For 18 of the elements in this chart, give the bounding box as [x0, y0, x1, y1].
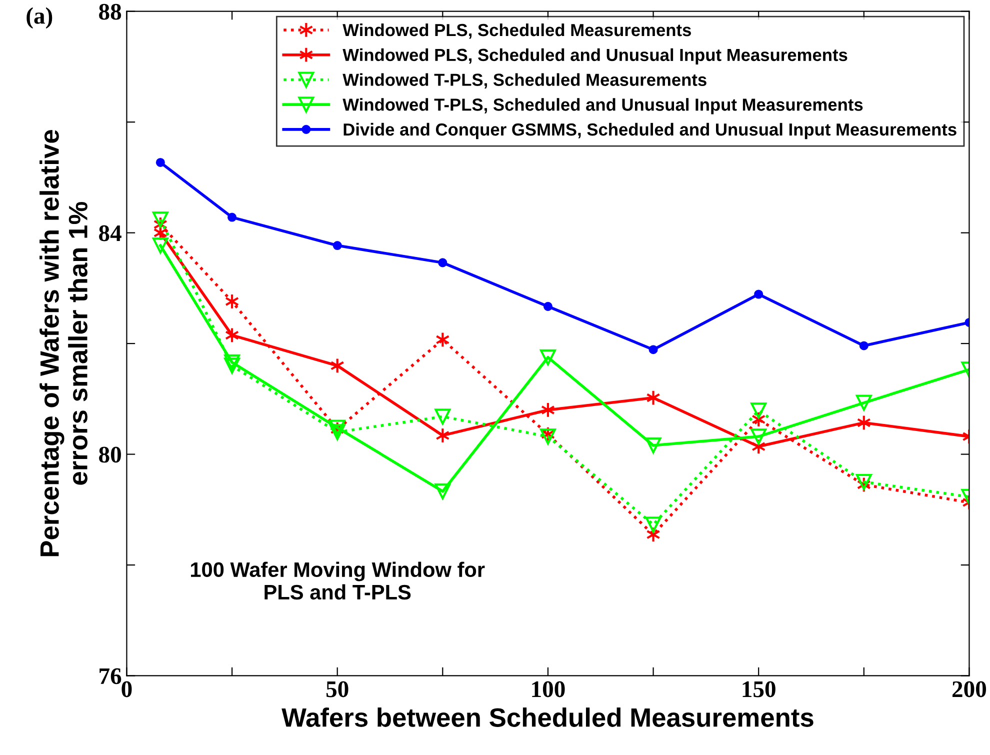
legend-label: Windowed T-PLS, Scheduled and Unusual Input Measurements: [342, 98, 863, 114]
legend-label: Divide and Conquer GSMMS, Scheduled and Unusual Input Measurements: [344, 122, 956, 140]
annotation: 100 Wafer Moving Window for PLS and T-PLS: [190, 562, 485, 600]
x-tick-label: 150: [742, 681, 776, 698]
y-tick-label: 80: [99, 446, 121, 463]
x-tick-label: 200: [952, 681, 986, 698]
x-axis-title: Wafers between Scheduled Measurements: [282, 708, 814, 727]
y-axis-title: Percentage of Wafers with relative errors smaller than 1%: [40, 130, 88, 556]
x-tick-label: 0: [122, 681, 132, 698]
y-tick-label: 88: [99, 4, 122, 20]
y-tick-label: 84: [99, 225, 122, 242]
x-tick-label: 100: [532, 681, 565, 698]
legend-label: Windowed PLS, Scheduled Measurements: [342, 23, 691, 39]
y-tick-label: 76: [100, 668, 122, 684]
text: (a): [26, 7, 52, 29]
legend-label: Windowed T-PLS, Scheduled Measurements: [342, 73, 706, 88]
legend-label: Windowed PLS, Scheduled and Unusual Input Measurements: [342, 48, 848, 65]
x-tick-label: 50: [326, 681, 348, 698]
